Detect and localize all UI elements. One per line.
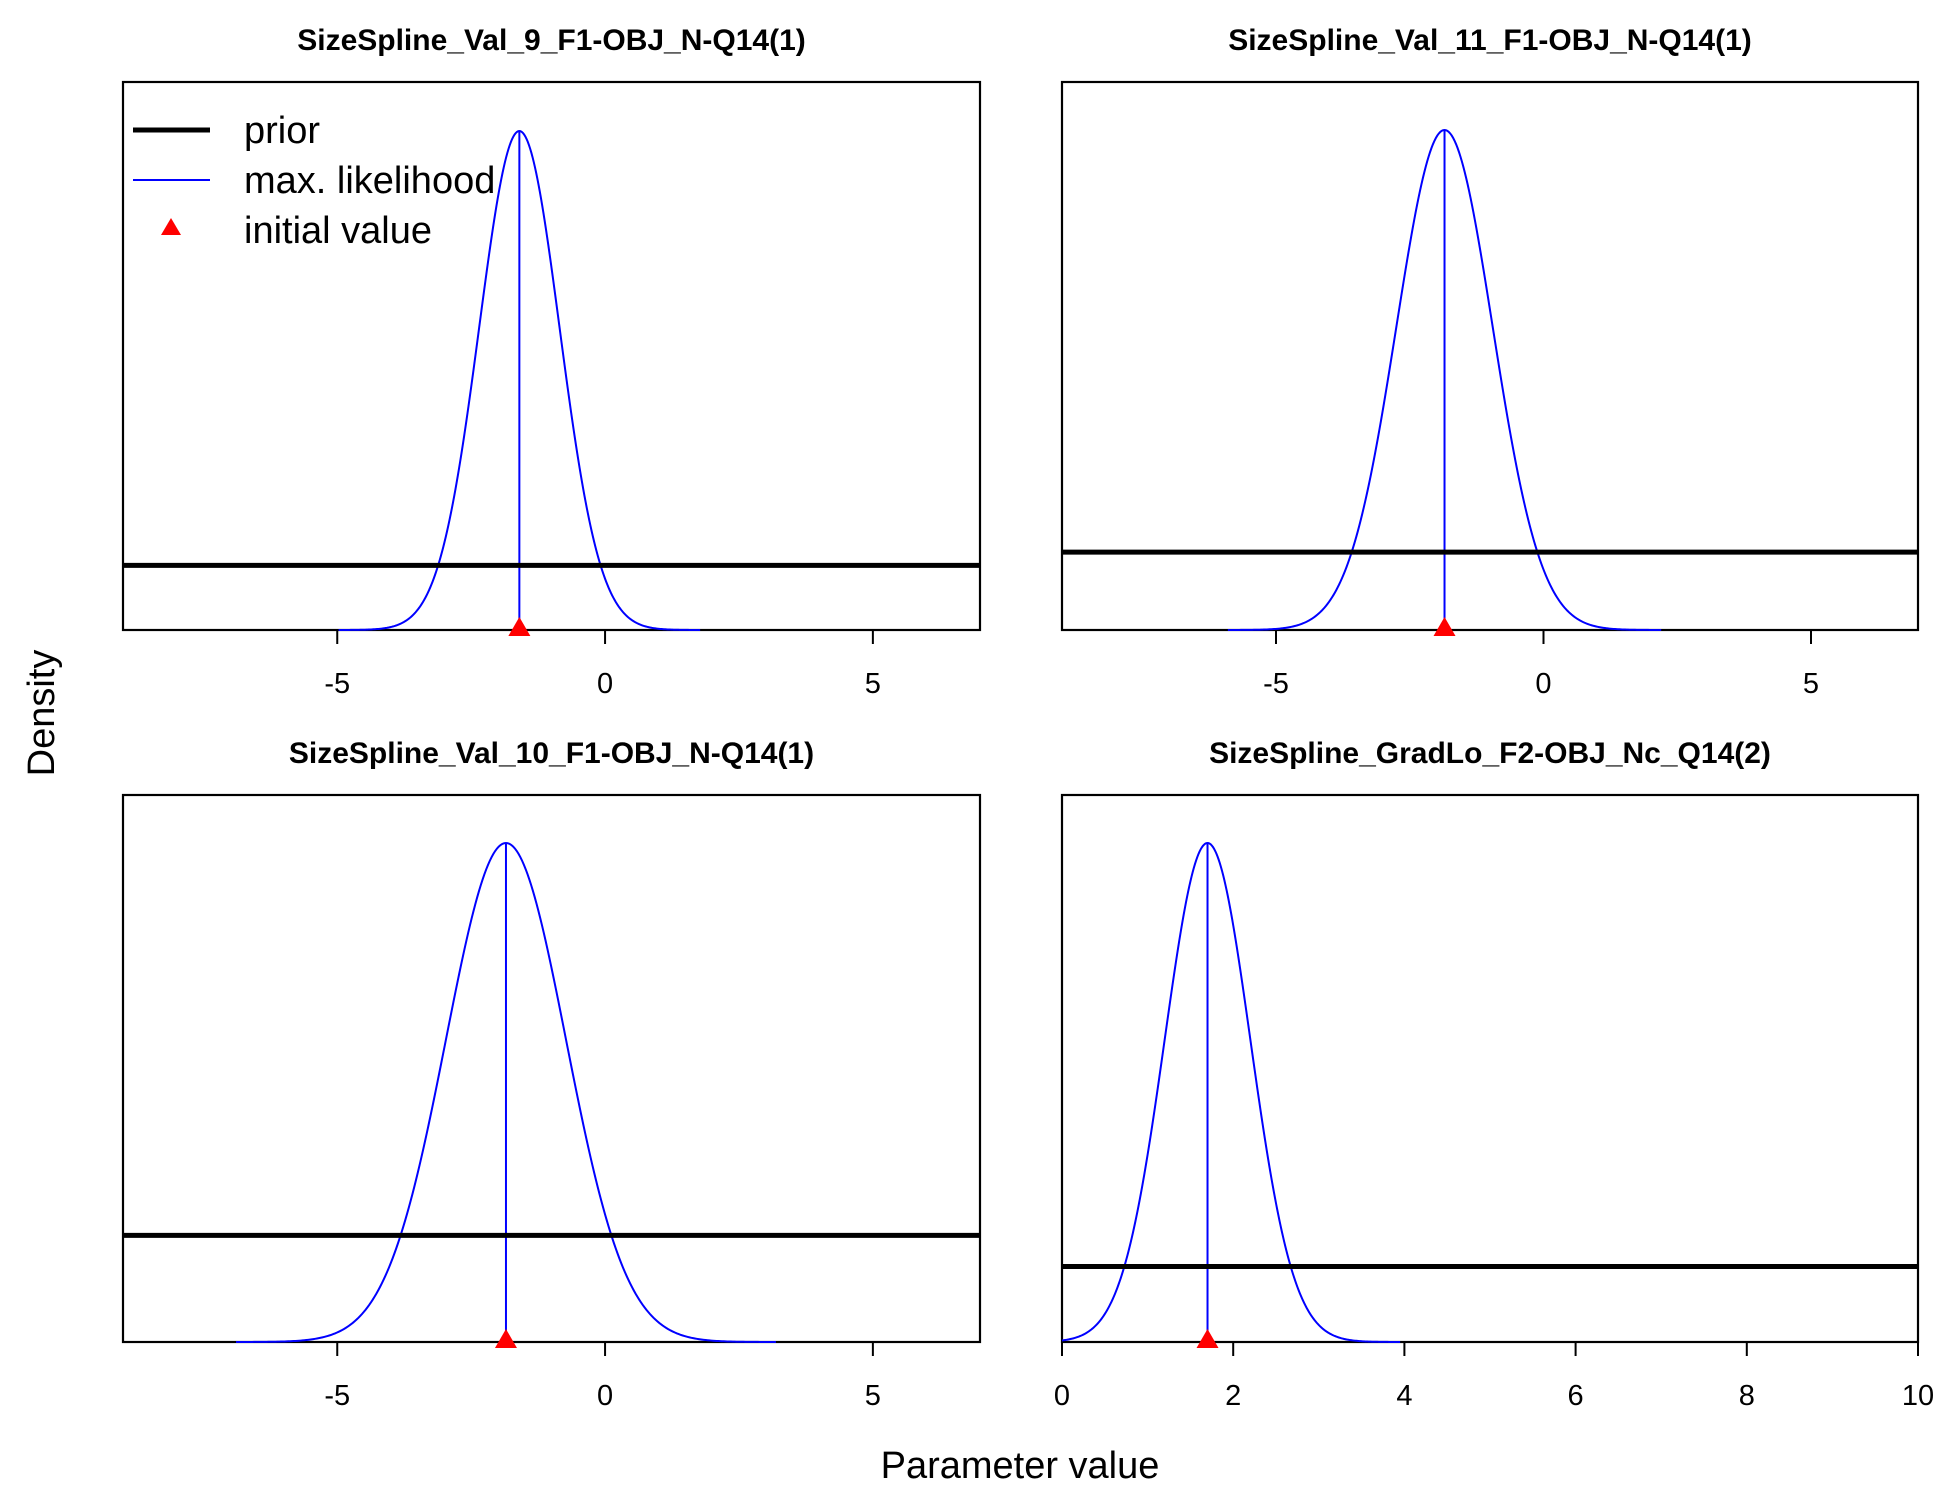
x-tick-label: 2 xyxy=(1225,1380,1241,1412)
x-tick-label: 0 xyxy=(597,1380,613,1412)
panels: SizeSpline_Val_9_F1-OBJ_N-Q14(1)-5 0 5Size… xyxy=(121,24,1934,1412)
initial-value-marker xyxy=(494,1329,517,1348)
x-tick-label: -5 xyxy=(1263,668,1289,700)
panel-title: SizeSpline_Val_11_F1-OBJ_N-Q14(1) xyxy=(1228,24,1752,57)
plot-frame xyxy=(1060,793,1920,1344)
initial-value-marker xyxy=(1196,1329,1219,1348)
x-tick-label: 0 xyxy=(1535,668,1551,700)
x-tick-label: 0 xyxy=(1054,1380,1070,1412)
x-tick-label: -5 xyxy=(324,668,350,700)
plot-frame xyxy=(1060,80,1920,632)
x-tick-label: 6 xyxy=(1568,1380,1584,1412)
x-tick-label: 0 xyxy=(597,668,613,700)
plot-frame xyxy=(121,80,982,632)
x-axis-title: Parameter value xyxy=(881,1445,1160,1487)
panel-2: SizeSpline_Val_11_F1-OBJ_N-Q14(1) -5 0 5 xyxy=(1060,24,1920,700)
x-tick-label: 8 xyxy=(1739,1380,1755,1412)
panel-1: SizeSpline_Val_9_F1-OBJ_N-Q14(1) -5 0 5 xyxy=(121,24,982,700)
x-tick-label: 5 xyxy=(865,1380,881,1412)
likelihood-curve xyxy=(1061,841,1401,1343)
x-tick-label: -5 xyxy=(324,1380,350,1412)
panel-title: SizeSpline_Val_10_F1-OBJ_N-Q14(1) xyxy=(289,737,814,770)
initial-value-marker xyxy=(508,617,531,636)
legend-initial-swatch xyxy=(161,218,181,235)
x-tick-label: 5 xyxy=(1803,668,1819,700)
legend: prior max. likelihood initial value xyxy=(133,110,495,252)
x-tick-label: 4 xyxy=(1396,1380,1412,1412)
panel-title: SizeSpline_GradLo_F2-OBJ_Nc_Q14(2) xyxy=(1209,737,1771,770)
initial-value-marker xyxy=(1433,617,1456,636)
plot-frame xyxy=(121,793,982,1344)
panel-title: SizeSpline_Val_9_F1-OBJ_N-Q14(1) xyxy=(297,24,806,57)
legend-likelihood-label: max. likelihood xyxy=(244,160,495,202)
y-axis-title: Density xyxy=(21,650,63,777)
legend-initial-label: initial value xyxy=(244,210,432,252)
x-tick-label: 5 xyxy=(865,668,881,700)
panel-3: SizeSpline_Val_10_F1-OBJ_N-Q14(1) -5 0 5 xyxy=(121,737,982,1412)
x-tick-label: 10 xyxy=(1902,1380,1934,1412)
panel-4: SizeSpline_GradLo_F2-OBJ_Nc_Q14(2) 0 2 4 6 8 1… xyxy=(1054,737,1934,1412)
legend-prior-label: prior xyxy=(244,110,320,152)
